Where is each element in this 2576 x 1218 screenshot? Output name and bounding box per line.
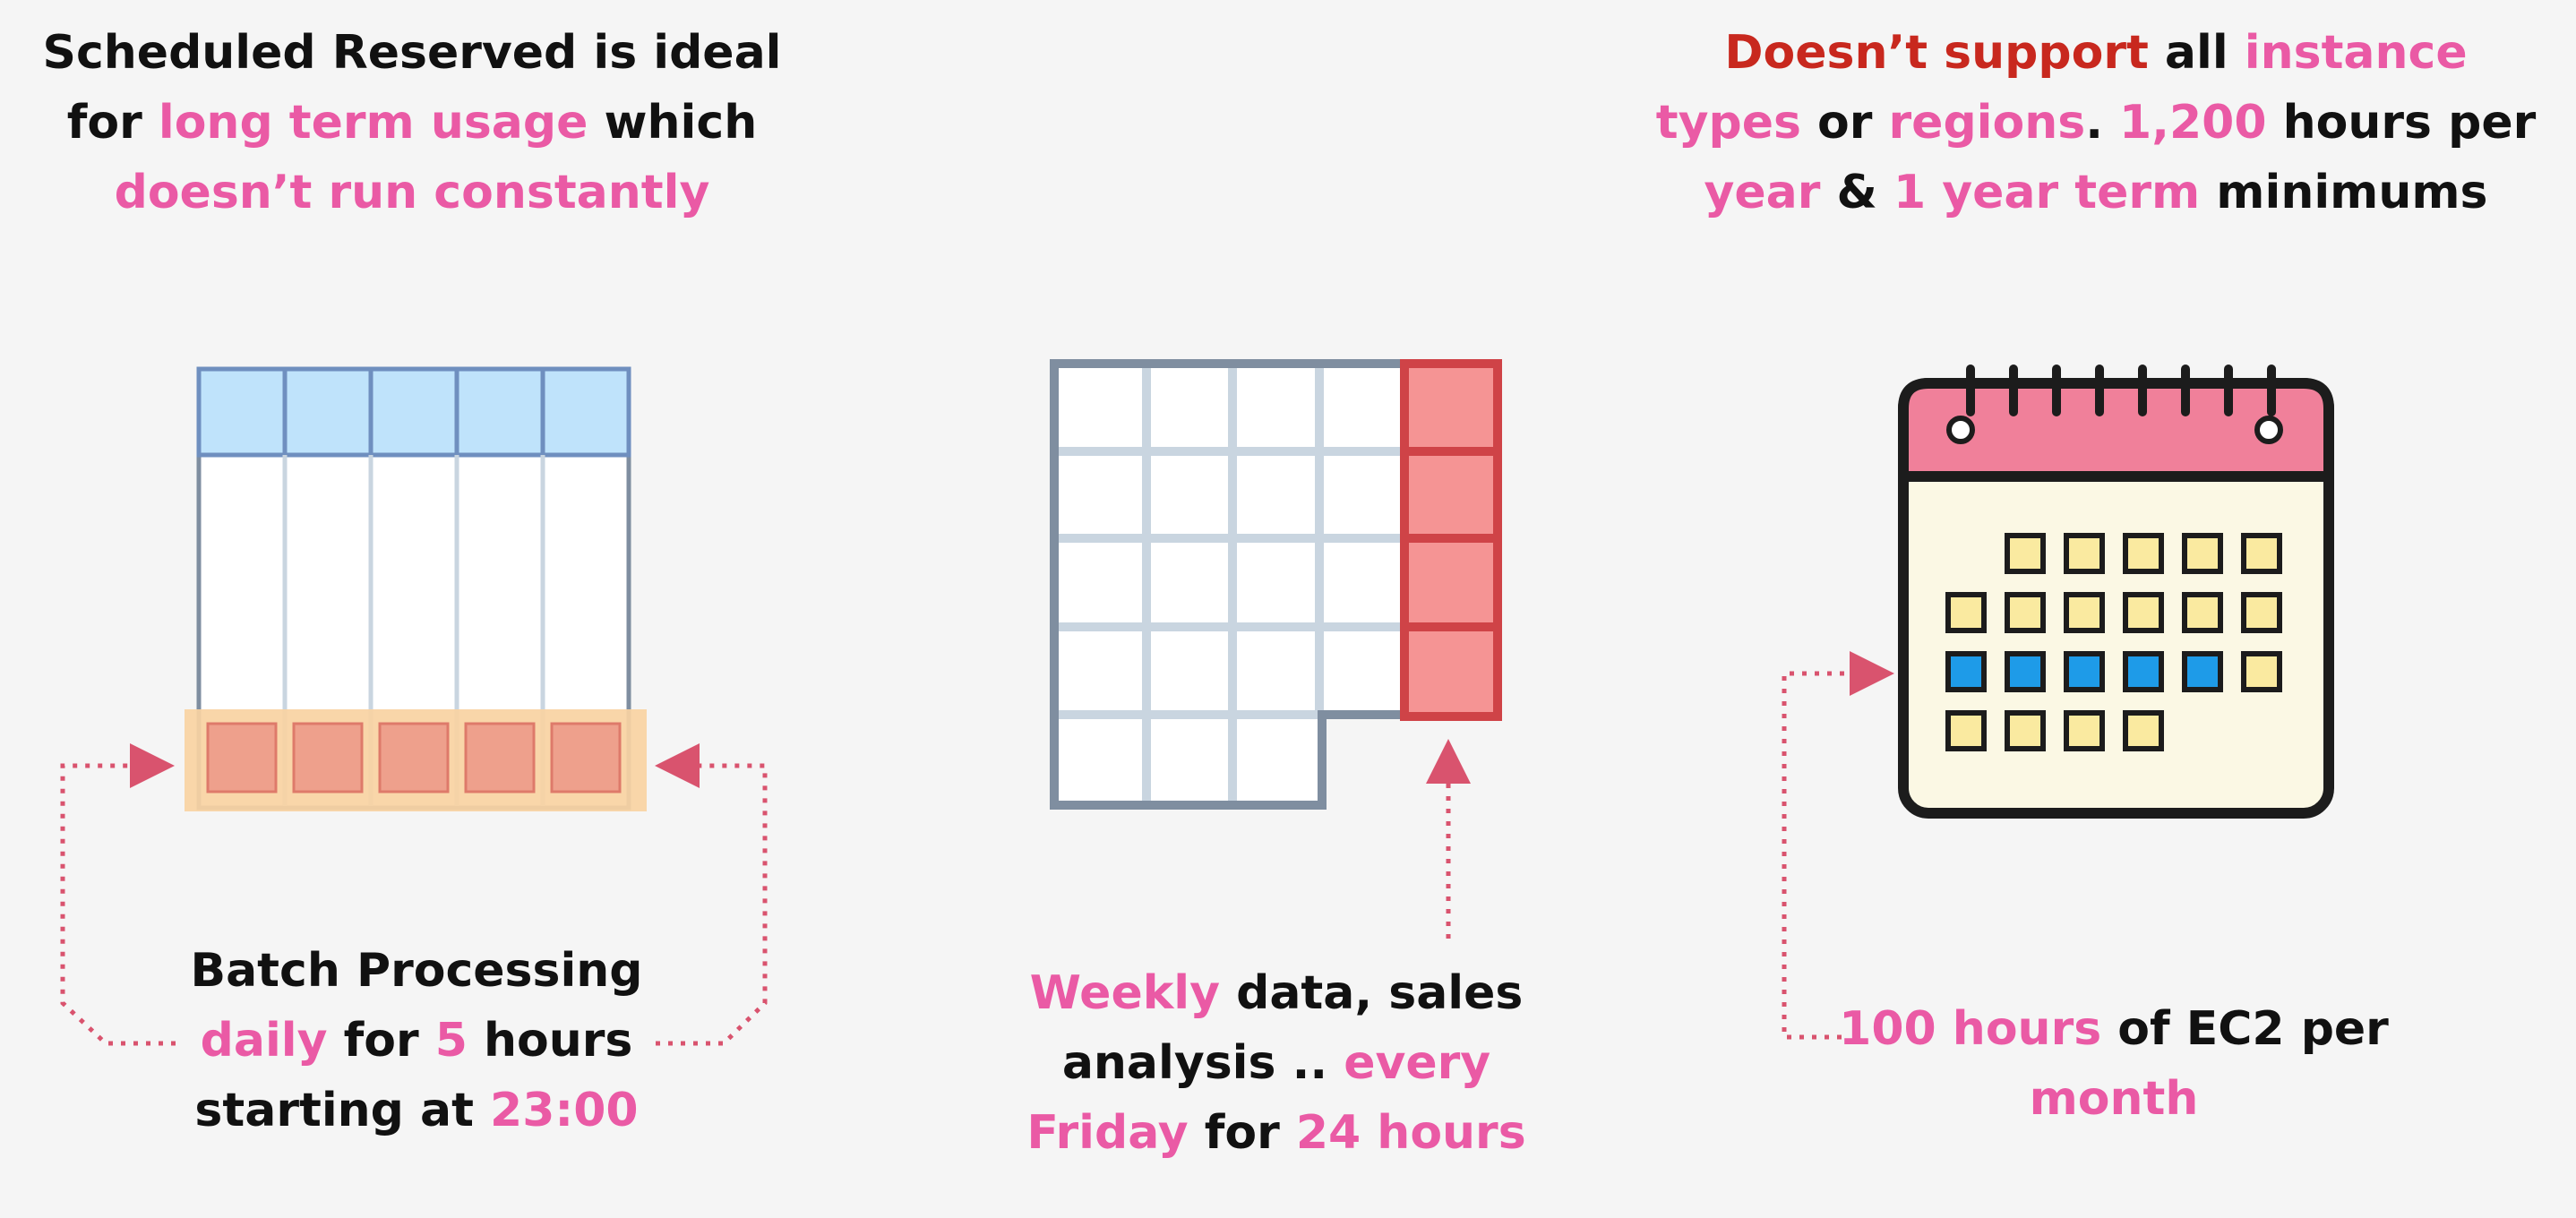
text-run: for	[327, 1014, 435, 1068]
text-run: or	[1800, 96, 1889, 150]
text-line: Doesn’t support all instance	[1648, 18, 2544, 88]
text-run: starting at	[194, 1084, 491, 1137]
text-run: which	[588, 96, 758, 150]
right-title: Doesn’t support all instance types or reg…	[1648, 18, 2544, 227]
text-run: data, sales	[1220, 966, 1524, 1020]
text-run: minimums	[2200, 166, 2488, 219]
text-run: of EC2 per	[2101, 1002, 2389, 1056]
text-run: month	[2029, 1072, 2199, 1126]
text-line: Friday for 24 hours	[985, 1098, 1567, 1168]
text-run: 1 year term	[1893, 166, 2201, 219]
text-line: starting at 23:00	[143, 1076, 690, 1145]
text-run: 1,200	[2119, 96, 2267, 150]
text-line: year & 1 year term minimums	[1648, 158, 2544, 227]
monthly-arrow	[1782, 651, 1894, 1040]
text-line: month	[1827, 1064, 2400, 1134]
middle-caption: Weekly data, sales analysis .. every Frida…	[985, 958, 1567, 1168]
text-run: Batch Processing	[190, 944, 643, 998]
text-run: hours	[467, 1014, 633, 1068]
text-run: 5	[434, 1014, 468, 1068]
text-run: Scheduled Reserved is ideal	[42, 26, 782, 80]
text-run: regions	[1888, 96, 2086, 150]
text-run: analysis ..	[1061, 1036, 1344, 1090]
text-line: daily for 5 hours	[143, 1006, 690, 1076]
text-run: doesn’t run constantly	[114, 166, 710, 219]
text-line: for long term usage which	[36, 88, 788, 158]
right-arrow-in	[655, 743, 768, 1046]
calendar-icon	[1898, 365, 2334, 819]
text-line: 100 hours of EC2 per	[1827, 994, 2400, 1064]
text-run: instance	[2244, 26, 2468, 80]
text-line: Weekly data, sales	[985, 958, 1567, 1028]
text-line: Batch Processing	[143, 936, 690, 1006]
text-run: Doesn’t support	[1724, 26, 2149, 80]
text-run: hours per	[2266, 96, 2537, 150]
text-run: &	[1820, 166, 1893, 219]
text-run: every	[1344, 1036, 1491, 1090]
daily-grid-icon	[185, 366, 647, 811]
text-run: year	[1704, 166, 1821, 219]
text-run: 100 hours	[1839, 1002, 2102, 1056]
weekly-grid-icon	[1050, 359, 1502, 810]
text-run: all	[2148, 26, 2245, 80]
text-line: doesn’t run constantly	[36, 158, 788, 227]
text-run: daily	[200, 1014, 328, 1068]
text-run: long term usage	[158, 96, 588, 150]
left-arrow-in	[60, 743, 176, 1046]
text-run: Friday	[1026, 1106, 1189, 1160]
text-line: Scheduled Reserved is ideal	[36, 18, 788, 88]
text-run: 23:00	[490, 1084, 639, 1137]
right-caption: 100 hours of EC2 per month	[1827, 994, 2400, 1134]
text-run: 24 hours	[1295, 1106, 1526, 1160]
text-line: types or regions. 1,200 hours per	[1648, 88, 2544, 158]
text-run: types	[1655, 96, 1801, 150]
left-caption: Batch Processing daily for 5 hours startin…	[143, 936, 690, 1145]
text-run: for	[1188, 1106, 1296, 1160]
text-line: analysis .. every	[985, 1028, 1567, 1098]
text-run: .	[2085, 96, 2120, 150]
text-run: Weekly	[1029, 966, 1221, 1020]
text-run: for	[66, 96, 159, 150]
left-title: Scheduled Reserved is ideal for long term…	[36, 18, 788, 227]
